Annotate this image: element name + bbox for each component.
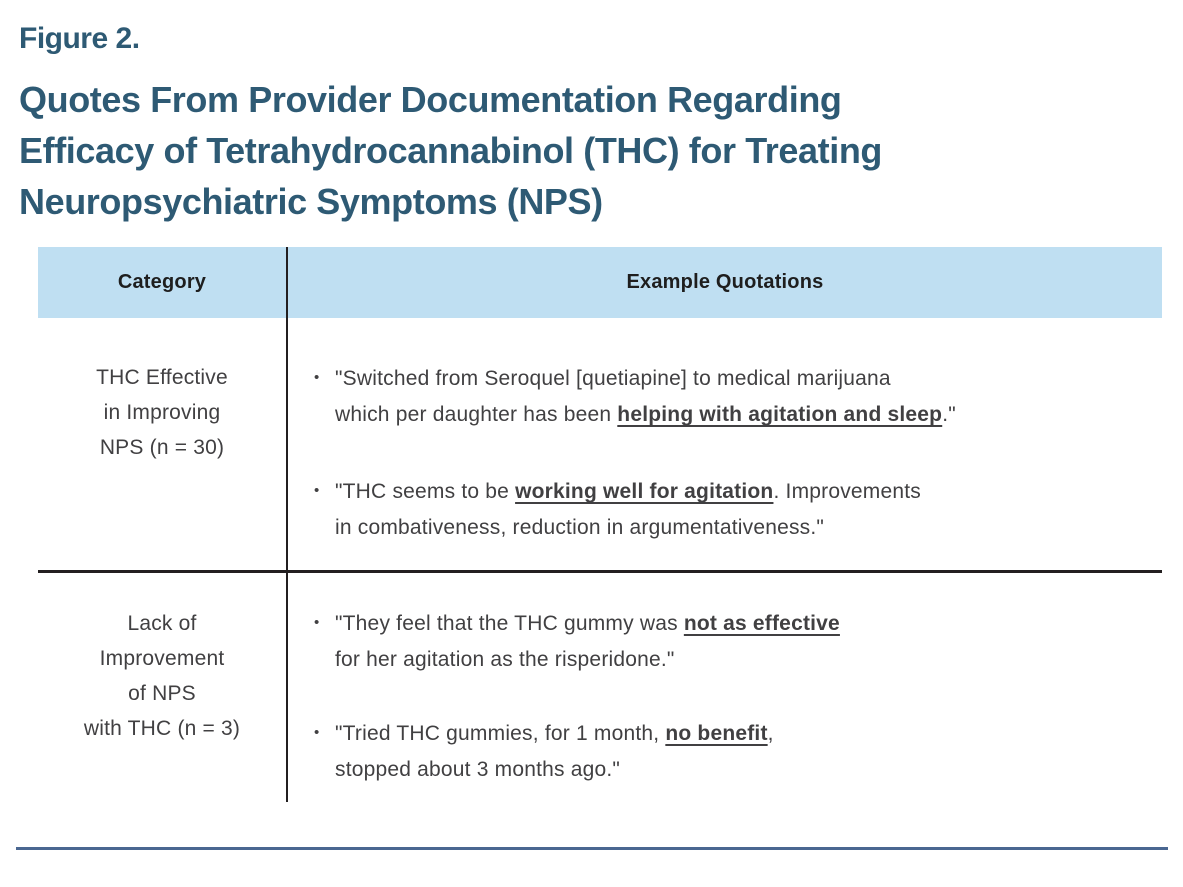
- quotes-cell-thc-effective: • "Switched from Seroquel [quetiapine] t…: [286, 318, 1162, 573]
- header-cell-category: Category: [38, 247, 286, 318]
- category-line: Improvement: [99, 647, 225, 670]
- category-line: in Improving: [103, 401, 221, 424]
- category-line: with THC (n = 3): [83, 717, 241, 740]
- quote-line: for her agitation as the risperidone.": [335, 648, 675, 671]
- quote-line: in combativeness, reduction in argumenta…: [335, 516, 825, 539]
- quote-line: "THC seems to be working well for agitat…: [335, 480, 921, 503]
- quotes-cell-lack-of-improvement: • "They feel that the THC gummy was not …: [286, 573, 1162, 802]
- quote-item: • "THC seems to be working well for agit…: [288, 474, 1152, 546]
- category-line: Lack of: [127, 612, 197, 635]
- quotes-table: Category Example Quotations THC Effectiv…: [38, 247, 1162, 802]
- figure-title-line-2: Efficacy of Tetrahydrocannabinol (THC) f…: [19, 130, 883, 171]
- bullet-icon: •: [314, 482, 320, 499]
- quote-item: • "They feel that the THC gummy was not …: [288, 606, 1152, 678]
- quote-emphasis: working well for agitation: [515, 480, 774, 503]
- quote-item: • "Tried THC gummies, for 1 month, no be…: [288, 716, 1152, 788]
- header-cell-example-quotations: Example Quotations: [286, 247, 1162, 318]
- quote-line: "Switched from Seroquel [quetiapine] to …: [335, 367, 891, 390]
- figure-title-line-3: Neuropsychiatric Symptoms (NPS): [19, 181, 603, 222]
- figure-label: Figure 2.: [19, 22, 140, 55]
- quote-line: "They feel that the THC gummy was not as…: [335, 612, 840, 635]
- quote-line: "Tried THC gummies, for 1 month, no bene…: [335, 722, 774, 745]
- bullet-icon: •: [314, 724, 320, 741]
- quote-line: stopped about 3 months ago.": [335, 758, 621, 781]
- bullet-icon: •: [314, 614, 320, 631]
- quote-emphasis: no benefit: [665, 722, 768, 745]
- category-cell-lack-of-improvement: Lack of Improvement of NPS with THC (n =…: [38, 573, 286, 802]
- quote-item: • "Switched from Seroquel [quetiapine] t…: [288, 361, 1152, 433]
- category-line: THC Effective: [96, 366, 228, 389]
- category-line: NPS (n = 30): [99, 436, 225, 459]
- bottom-rule-divider: [16, 847, 1168, 850]
- figure-title-line-1: Quotes From Provider Documentation Regar…: [19, 79, 842, 120]
- quote-emphasis: not as effective: [683, 612, 840, 635]
- quote-emphasis: helping with agitation and sleep: [617, 403, 943, 426]
- quote-line: which per daughter has been helping with…: [335, 403, 956, 426]
- figure-title: Quotes From Provider Documentation Regar…: [19, 74, 882, 227]
- category-cell-thc-effective: THC Effective in Improving NPS (n = 30): [38, 318, 286, 573]
- category-line: of NPS: [128, 682, 196, 705]
- bullet-icon: •: [314, 369, 320, 386]
